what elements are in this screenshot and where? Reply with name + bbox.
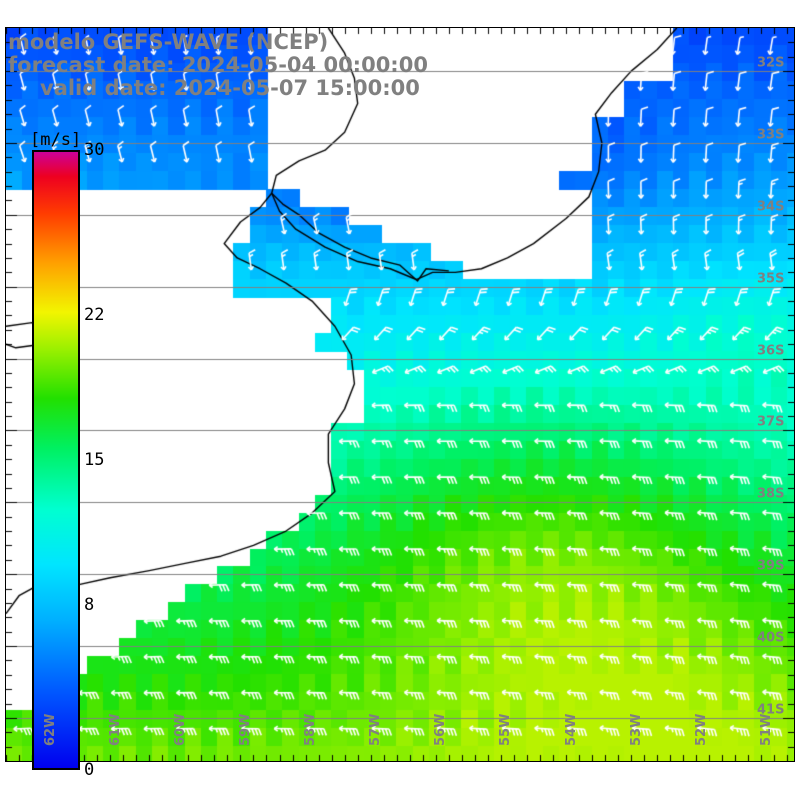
lat-label-41S: 41S — [757, 702, 785, 718]
lon-label-55W: 55W — [498, 713, 514, 746]
lon-label-62W: 62W — [42, 713, 58, 746]
lon-label-51W: 51W — [758, 713, 774, 746]
valid-date: valid date: 2024-05-07 15:00:00 — [40, 76, 420, 100]
lon-label-60W: 60W — [172, 713, 188, 746]
colorbar-gradient — [32, 150, 80, 770]
lon-label-57W: 57W — [368, 713, 384, 746]
lon-label-56W: 56W — [433, 713, 449, 746]
colorbar[interactable] — [32, 150, 80, 770]
lat-label-40S: 40S — [757, 630, 785, 646]
lon-label-59W: 59W — [237, 713, 253, 746]
forecast-date: forecast date: 2024-05-04 00:00:00 — [8, 53, 428, 77]
lat-label-38S: 38S — [757, 486, 785, 502]
lon-label-52W: 52W — [693, 713, 709, 746]
colorbar-tick-22: 22 — [84, 305, 105, 326]
lat-label-37S: 37S — [757, 414, 785, 430]
lat-label-36S: 36S — [757, 343, 785, 359]
lon-label-53W: 53W — [628, 713, 644, 746]
lat-label-35S: 35S — [757, 271, 785, 287]
lat-label-32S: 32S — [757, 55, 785, 71]
wind-barb-layer — [6, 28, 794, 761]
model-title: modelo GEFS-WAVE (NCEP) — [8, 30, 329, 54]
colorbar-tick-15: 15 — [84, 450, 105, 470]
colorbar-unit-label: [m/s] — [30, 130, 82, 150]
lon-label-54W: 54W — [563, 713, 579, 746]
lon-label-58W: 58W — [303, 713, 319, 746]
colorbar-tick-0: 0 — [84, 760, 95, 780]
lat-label-39S: 39S — [757, 558, 785, 574]
lat-label-34S: 34S — [757, 199, 785, 215]
lon-label-61W: 61W — [107, 713, 123, 746]
map-plot-area[interactable] — [5, 27, 795, 762]
colorbar-tick-30: 30 — [84, 140, 105, 160]
colorbar-tick-8: 8 — [84, 594, 95, 615]
lat-label-33S: 33S — [757, 127, 785, 143]
